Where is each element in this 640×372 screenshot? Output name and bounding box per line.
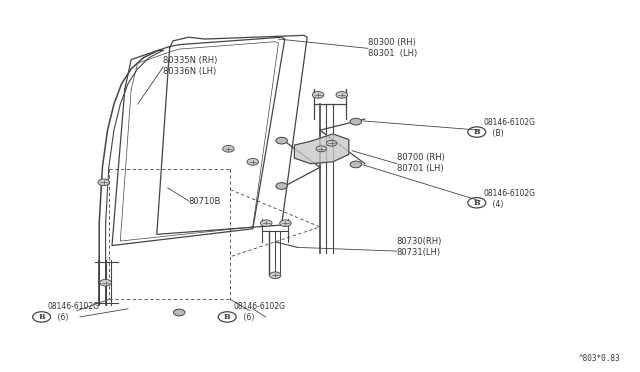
Text: 08146-6102G
    (4): 08146-6102G (4) — [483, 189, 535, 209]
Circle shape — [100, 279, 111, 286]
Text: 80710B: 80710B — [189, 198, 221, 206]
Circle shape — [350, 161, 362, 168]
Circle shape — [276, 183, 287, 189]
Text: B: B — [38, 313, 45, 321]
Text: B: B — [474, 199, 480, 207]
Circle shape — [269, 272, 281, 279]
Circle shape — [350, 118, 362, 125]
Text: B: B — [474, 128, 480, 136]
Text: 80335N (RH)
80336N (LH): 80335N (RH) 80336N (LH) — [163, 56, 218, 76]
Circle shape — [260, 220, 272, 227]
Polygon shape — [294, 134, 349, 164]
Text: 80730(RH)
80731(LH): 80730(RH) 80731(LH) — [397, 237, 442, 257]
Circle shape — [276, 137, 287, 144]
Text: ^803*0.83: ^803*0.83 — [579, 354, 621, 363]
Circle shape — [312, 92, 324, 98]
Circle shape — [247, 158, 259, 165]
Text: 08146-6102G
    (6): 08146-6102G (6) — [234, 302, 285, 322]
Text: 80300 (RH)
80301  (LH): 80300 (RH) 80301 (LH) — [368, 38, 417, 58]
Text: B: B — [224, 313, 230, 321]
Circle shape — [280, 220, 291, 227]
Circle shape — [173, 309, 185, 316]
Circle shape — [98, 179, 109, 186]
Text: 08146-6102G
    (B): 08146-6102G (B) — [483, 118, 535, 138]
Circle shape — [223, 145, 234, 152]
Circle shape — [336, 92, 348, 98]
Text: 08146-6102G
    (6): 08146-6102G (6) — [48, 302, 100, 322]
Text: 80700 (RH)
80701 (LH): 80700 (RH) 80701 (LH) — [397, 153, 445, 173]
Circle shape — [316, 146, 326, 152]
Circle shape — [326, 140, 337, 146]
